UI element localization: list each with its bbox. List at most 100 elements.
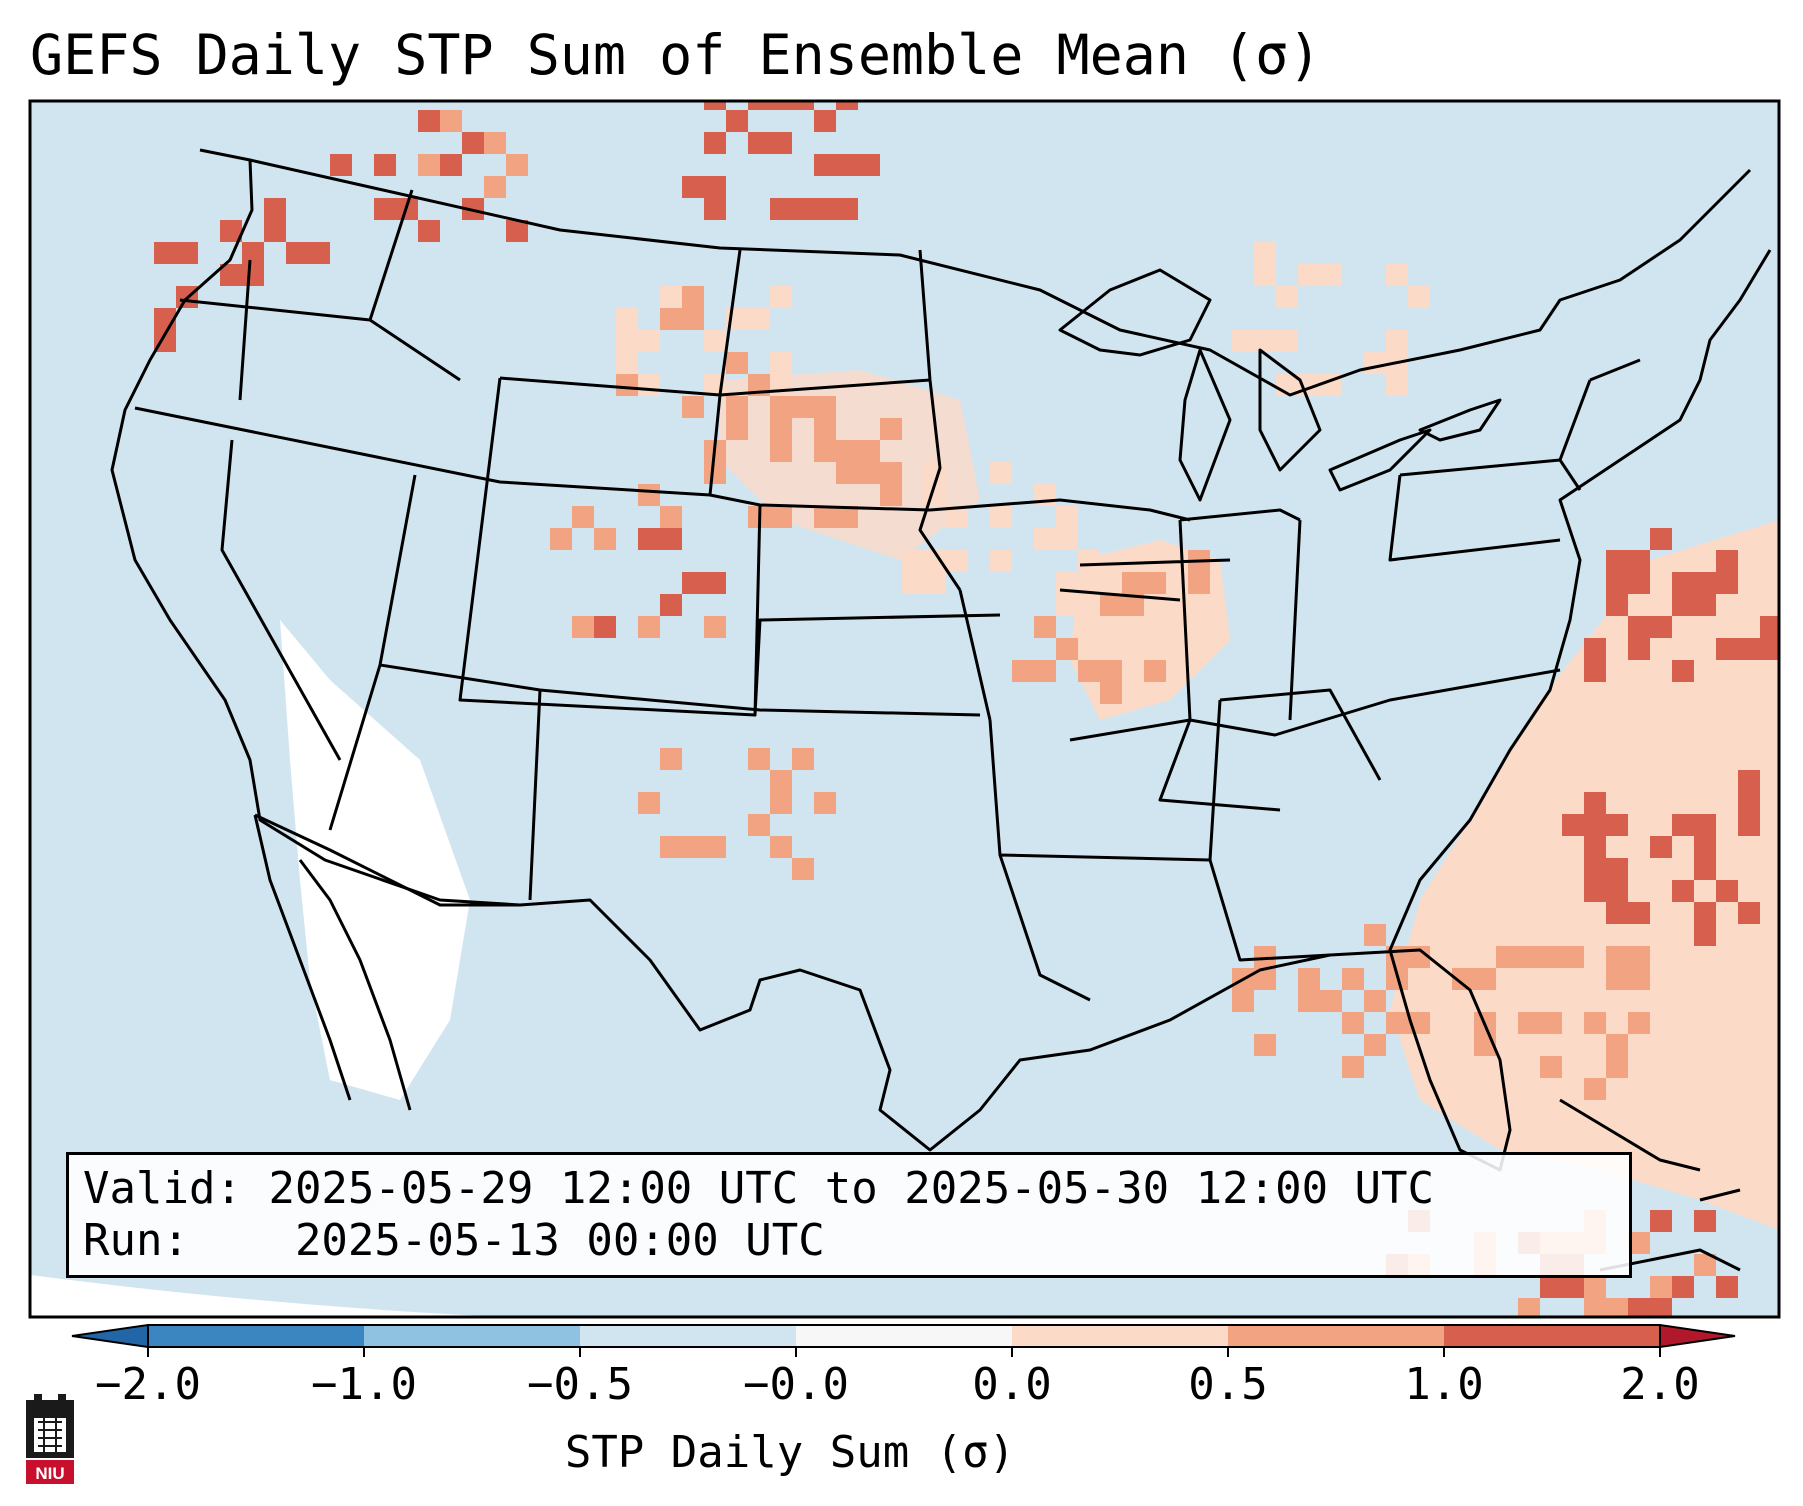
- valid-value: 2025-05-29 12:00 UTC to 2025-05-30 12:00…: [268, 1163, 1435, 1214]
- anomaly-cell: [770, 506, 792, 528]
- map-frame: [28, 99, 1781, 1319]
- anomaly-cell: [1606, 550, 1628, 572]
- valid-run-box: Valid: 2025-05-29 12:00 UTC to 2025-05-3…: [66, 1152, 1632, 1278]
- colorbar-tick: −0.0: [743, 1359, 849, 1410]
- anomaly-cell: [704, 462, 726, 484]
- anomaly-cell: [660, 748, 682, 770]
- anomaly-cell: [1628, 1298, 1650, 1317]
- anomaly-cell: [990, 462, 1012, 484]
- anomaly-cell: [1672, 594, 1694, 616]
- anomaly-cell: [1672, 1276, 1694, 1298]
- anomaly-cell: [1518, 1012, 1540, 1034]
- anomaly-cell: [1650, 1276, 1672, 1298]
- anomaly-cell: [1386, 330, 1408, 352]
- anomaly-cell: [902, 550, 924, 572]
- anomaly-cell: [792, 198, 814, 220]
- anomaly-cell: [638, 528, 660, 550]
- anomaly-cell: [1628, 616, 1650, 638]
- anomaly-cell: [814, 154, 836, 176]
- anomaly-cell: [616, 308, 638, 330]
- anomaly-cell: [1254, 330, 1276, 352]
- anomaly-cell: [1386, 1012, 1408, 1034]
- anomaly-cell: [946, 506, 968, 528]
- anomaly-cell: [1584, 792, 1606, 814]
- anomaly-cell: [1386, 264, 1408, 286]
- anomaly-cell: [1584, 836, 1606, 858]
- anomaly-cell: [1672, 814, 1694, 836]
- anomaly-cell: [1408, 286, 1430, 308]
- anomaly-cell: [220, 220, 242, 242]
- colorbar-tick: 2.0: [1620, 1359, 1700, 1410]
- anomaly-cell: [1694, 572, 1716, 594]
- anomaly-cell: [858, 154, 880, 176]
- anomaly-cell: [704, 176, 726, 198]
- anomaly-cell: [1606, 902, 1628, 924]
- anomaly-cell: [1584, 814, 1606, 836]
- anomaly-cell: [770, 836, 792, 858]
- anomaly-cell: [660, 286, 682, 308]
- anomaly-cell: [792, 748, 814, 770]
- anomaly-cell: [374, 154, 396, 176]
- mexico-border: [254, 813, 520, 907]
- anomaly-cell: [836, 440, 858, 462]
- anomaly-cell: [1342, 1056, 1364, 1078]
- anomaly-cell: [638, 484, 660, 506]
- anomaly-cell: [682, 572, 704, 594]
- anomaly-cell: [1254, 1034, 1276, 1056]
- anomaly-cell: [1364, 990, 1386, 1012]
- anomaly-cell: [814, 198, 836, 220]
- anomaly-cell: [748, 132, 770, 154]
- anomaly-cell: [682, 396, 704, 418]
- anomaly-cell: [1254, 968, 1276, 990]
- colorbar-label: STP Daily Sum (σ): [564, 1427, 1016, 1478]
- anomaly-cell: [902, 572, 924, 594]
- run-row: Run: 2025-05-13 00:00 UTC: [83, 1215, 825, 1267]
- anomaly-cell: [770, 374, 792, 396]
- anomaly-cell: [1474, 968, 1496, 990]
- anomaly-cell: [946, 550, 968, 572]
- anomaly-cell: [1760, 616, 1779, 638]
- anomaly-cell: [1584, 1298, 1606, 1317]
- anomaly-cell: [1056, 572, 1078, 594]
- anomaly-cell: [374, 198, 396, 220]
- anomaly-cell: [638, 330, 660, 352]
- anomaly-cell: [1364, 1034, 1386, 1056]
- anomaly-cell: [1716, 880, 1738, 902]
- anomaly-cell: [1694, 594, 1716, 616]
- anomaly-cell: [1606, 946, 1628, 968]
- anomaly-cell: [660, 308, 682, 330]
- anomaly-cell: [616, 374, 638, 396]
- colorbar-segment: [1444, 1325, 1660, 1347]
- anomaly-cell: [924, 550, 946, 572]
- anomaly-cell: [616, 330, 638, 352]
- anomaly-cell: [1056, 506, 1078, 528]
- anomaly-cell: [1628, 1012, 1650, 1034]
- anomaly-cell: [924, 572, 946, 594]
- anomaly-cell: [572, 616, 594, 638]
- anomaly-cell: [308, 242, 330, 264]
- valid-row: Valid: 2025-05-29 12:00 UTC to 2025-05-3…: [83, 1163, 1434, 1215]
- anomaly-cell: [770, 396, 792, 418]
- anomaly-cell: [1606, 1056, 1628, 1078]
- anomaly-cell: [1122, 594, 1144, 616]
- anomaly-cell: [880, 462, 902, 484]
- anomaly-cell: [814, 792, 836, 814]
- anomaly-cell: [1606, 858, 1628, 880]
- anomaly-cell: [682, 308, 704, 330]
- anomaly-cell: [1034, 660, 1056, 682]
- anomaly-cell: [814, 440, 836, 462]
- anomaly-cell: [1342, 1012, 1364, 1034]
- anomaly-cell: [1540, 946, 1562, 968]
- anomaly-cell: [1452, 968, 1474, 990]
- anomaly-cell: [1562, 1276, 1584, 1298]
- anomaly-cell: [1672, 572, 1694, 594]
- anomaly-cell: [1518, 946, 1540, 968]
- anomaly-cell: [1628, 946, 1650, 968]
- anomaly-cell: [726, 66, 748, 88]
- anomaly-cell: [1694, 814, 1716, 836]
- anomaly-cell: [1650, 616, 1672, 638]
- anomaly-cell: [440, 154, 462, 176]
- anomaly-cell: [1298, 968, 1320, 990]
- anomaly-cell: [1694, 836, 1716, 858]
